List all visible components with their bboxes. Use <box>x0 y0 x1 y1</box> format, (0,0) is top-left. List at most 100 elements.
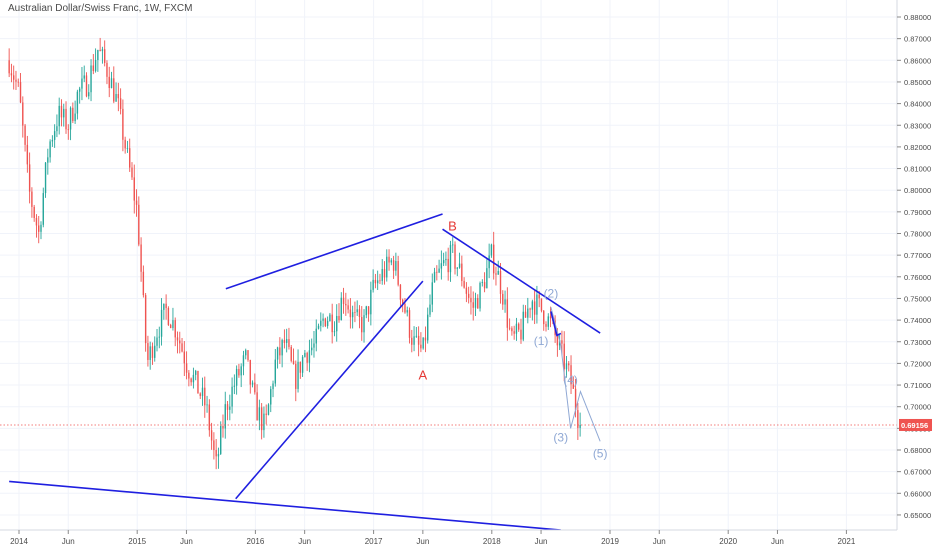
candle-body <box>470 297 472 303</box>
wave-projection-path[interactable] <box>550 306 601 442</box>
candle <box>49 139 51 163</box>
candle <box>188 370 190 387</box>
candle <box>467 286 470 304</box>
candle-body <box>256 392 258 421</box>
candle-body <box>442 260 445 264</box>
candle-body <box>285 339 288 343</box>
candle-body <box>336 315 338 332</box>
x-tick-label: 2016 <box>247 537 265 546</box>
candle <box>506 287 509 341</box>
candle-body <box>249 360 251 385</box>
price-axis[interactable]: 0.650000.660000.670000.680000.690000.700… <box>896 0 932 550</box>
candle-body <box>574 388 577 411</box>
candle-body <box>379 280 381 282</box>
x-tick-label: 2020 <box>719 537 737 546</box>
candle-body <box>522 311 524 340</box>
candle <box>208 399 211 437</box>
trendline[interactable] <box>235 280 424 500</box>
candle <box>518 322 520 332</box>
candle <box>72 102 74 124</box>
chart-title: Australian Dollar/Swiss Franc, 1W, FXCM <box>8 3 193 14</box>
candle <box>311 338 313 356</box>
candle-body <box>165 303 167 309</box>
candle-body <box>438 268 440 273</box>
candle <box>295 360 297 402</box>
candle <box>263 406 265 438</box>
candle <box>367 306 370 322</box>
candle <box>215 439 217 470</box>
trendline[interactable] <box>225 213 443 290</box>
candle <box>354 301 356 323</box>
candle-body <box>58 105 60 127</box>
trendline[interactable] <box>442 228 601 334</box>
candle-body <box>53 131 56 140</box>
x-tick-label: 2017 <box>365 537 383 546</box>
candle <box>572 376 575 389</box>
time-axis[interactable]: 2014 Jun 2015 Jun 2016 Jun 2017 Jun 2018 Jun 2019 J… <box>0 529 932 550</box>
candle <box>167 306 170 326</box>
candles-layer <box>0 0 897 530</box>
candle <box>336 304 338 342</box>
candle-body <box>561 340 563 344</box>
candle-body <box>313 343 315 348</box>
candle-body <box>290 346 292 361</box>
x-tick-label: Jun <box>298 537 311 546</box>
candle <box>60 99 63 127</box>
candle <box>481 279 484 287</box>
candle <box>169 323 172 329</box>
candle <box>326 316 329 329</box>
candle <box>579 412 581 437</box>
candle <box>488 243 490 279</box>
candle-body <box>167 308 170 325</box>
y-tick-label: 0.79000 <box>904 208 931 217</box>
candle-body <box>245 350 247 356</box>
candle <box>272 380 274 398</box>
candle-body <box>176 337 179 341</box>
candle-body <box>38 225 40 232</box>
trendline[interactable] <box>9 480 561 531</box>
candle-body <box>477 297 479 309</box>
candle-body <box>158 336 160 338</box>
candle <box>124 136 126 154</box>
candle-body <box>65 108 67 130</box>
candle-body <box>188 372 190 379</box>
candle-body <box>342 297 345 304</box>
candle-body <box>424 337 427 341</box>
candle <box>317 323 320 330</box>
candle-body <box>129 148 131 168</box>
candle-body <box>427 314 429 341</box>
candle-body <box>479 282 481 309</box>
candle <box>413 326 415 352</box>
candle-body <box>577 410 579 428</box>
candle <box>324 317 327 328</box>
candle <box>513 325 515 340</box>
candle-body <box>408 310 411 338</box>
candle <box>190 377 192 386</box>
candle <box>156 328 158 352</box>
candle-body <box>197 370 199 394</box>
candle-body <box>272 383 274 390</box>
candle <box>477 294 479 309</box>
candle-body <box>495 273 497 275</box>
candle-body <box>190 378 192 383</box>
candle <box>543 310 545 331</box>
candle <box>376 270 379 290</box>
candle-body <box>154 345 156 358</box>
candle <box>33 204 35 222</box>
candle <box>38 215 40 244</box>
candle-body <box>420 344 422 349</box>
candle <box>454 241 456 275</box>
candle <box>499 262 502 304</box>
wave-label: (4) <box>563 373 578 387</box>
candle-body <box>506 299 509 328</box>
candle-body <box>113 78 115 102</box>
candle-body <box>51 139 54 142</box>
candle-body <box>547 316 549 327</box>
candle-body <box>370 289 372 315</box>
candle-body <box>204 387 206 406</box>
y-tick-label: 0.80000 <box>904 186 931 195</box>
candle <box>226 401 229 421</box>
candle <box>440 250 443 280</box>
candle <box>458 252 461 269</box>
